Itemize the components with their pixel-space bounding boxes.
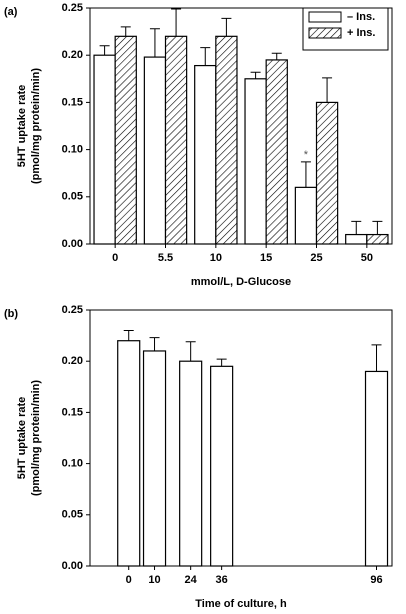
x-tick-label: 96 [370, 574, 382, 586]
plot-frame [89, 7, 393, 245]
error-bar [371, 344, 382, 372]
bar [364, 370, 389, 567]
y-tick-label: 0.15 [62, 406, 83, 418]
x-tick-label: 0 [112, 252, 118, 264]
y-tick-label: 0.10 [62, 458, 83, 470]
y-axis-label: 5HT uptake rate (pmol/mg protein/min) [16, 68, 42, 184]
x-tick-label: 10 [148, 574, 160, 586]
error-bar [271, 52, 282, 60]
panel-label: (a) [4, 6, 18, 18]
bar [117, 340, 141, 567]
y-tick-label: 0.10 [62, 144, 83, 156]
y-tick-label: 0.25 [62, 2, 83, 14]
error-bar [372, 220, 383, 235]
x-tick-label: 50 [361, 252, 373, 264]
y-tick-label: 0.00 [62, 238, 83, 250]
y-axis-label-line: (pmol/mg protein/min) [30, 68, 42, 184]
x-tick-label: 25 [310, 252, 322, 264]
y-tick-label: 0.15 [62, 96, 83, 108]
x-tick-label: 15 [260, 252, 272, 264]
error-bar [221, 17, 232, 37]
y-tick-label: 0.25 [62, 304, 83, 316]
bar [244, 78, 267, 245]
bar [210, 365, 234, 567]
bar [315, 101, 339, 245]
error-bar [99, 45, 110, 56]
y-tick-label: 0.05 [62, 191, 83, 203]
y-tick-label: 0.20 [62, 355, 83, 367]
bar [294, 186, 318, 245]
legend-label: + Ins. [347, 27, 375, 39]
legend-label: – Ins. [347, 11, 375, 23]
y-axis-label-line: 5HT uptake rate [16, 85, 28, 168]
bar [366, 233, 389, 245]
error-bar [171, 8, 182, 37]
y-tick-label: 0.05 [62, 509, 83, 521]
bar [194, 64, 217, 245]
x-tick-label: 5.5 [158, 252, 173, 264]
y-tick-label: 0.00 [62, 560, 83, 572]
bar [345, 233, 368, 245]
bar [143, 56, 167, 245]
y-tick-label: 0.20 [62, 49, 83, 61]
error-bar [149, 337, 160, 351]
bar [265, 59, 288, 245]
x-axis-label: mmol/L, D-Glucose [191, 276, 291, 288]
x-tick-label: 10 [210, 252, 222, 264]
x-tick-label: 36 [216, 574, 228, 586]
x-axis-label: Time of culture, h [195, 598, 287, 610]
bar [93, 54, 116, 245]
x-tick-label: 24 [185, 574, 198, 586]
bar [215, 35, 238, 245]
error-bar [351, 220, 362, 235]
legend-swatch [308, 11, 342, 23]
error-bar [216, 358, 227, 367]
panel-label: (b) [4, 308, 18, 320]
bar [179, 360, 203, 567]
error-bar [120, 26, 131, 37]
bar [114, 35, 137, 245]
annotation: * [304, 149, 309, 161]
plot-frame [89, 309, 393, 567]
y-axis-label-line: (pmol/mg protein/min) [30, 380, 42, 496]
error-bar [149, 28, 160, 58]
error-bar [250, 71, 261, 79]
error-bar [322, 77, 333, 103]
bar [164, 35, 188, 245]
y-axis-label-line: 5HT uptake rate [16, 397, 28, 480]
y-axis-label: 5HT uptake rate (pmol/mg protein/min) [16, 380, 42, 496]
error-bar [200, 47, 211, 66]
error-bar [185, 341, 196, 362]
legend-swatch [308, 27, 342, 39]
bar [142, 350, 167, 567]
error-bar [300, 161, 311, 188]
error-bar [123, 329, 134, 341]
x-tick-label: 0 [126, 574, 132, 586]
